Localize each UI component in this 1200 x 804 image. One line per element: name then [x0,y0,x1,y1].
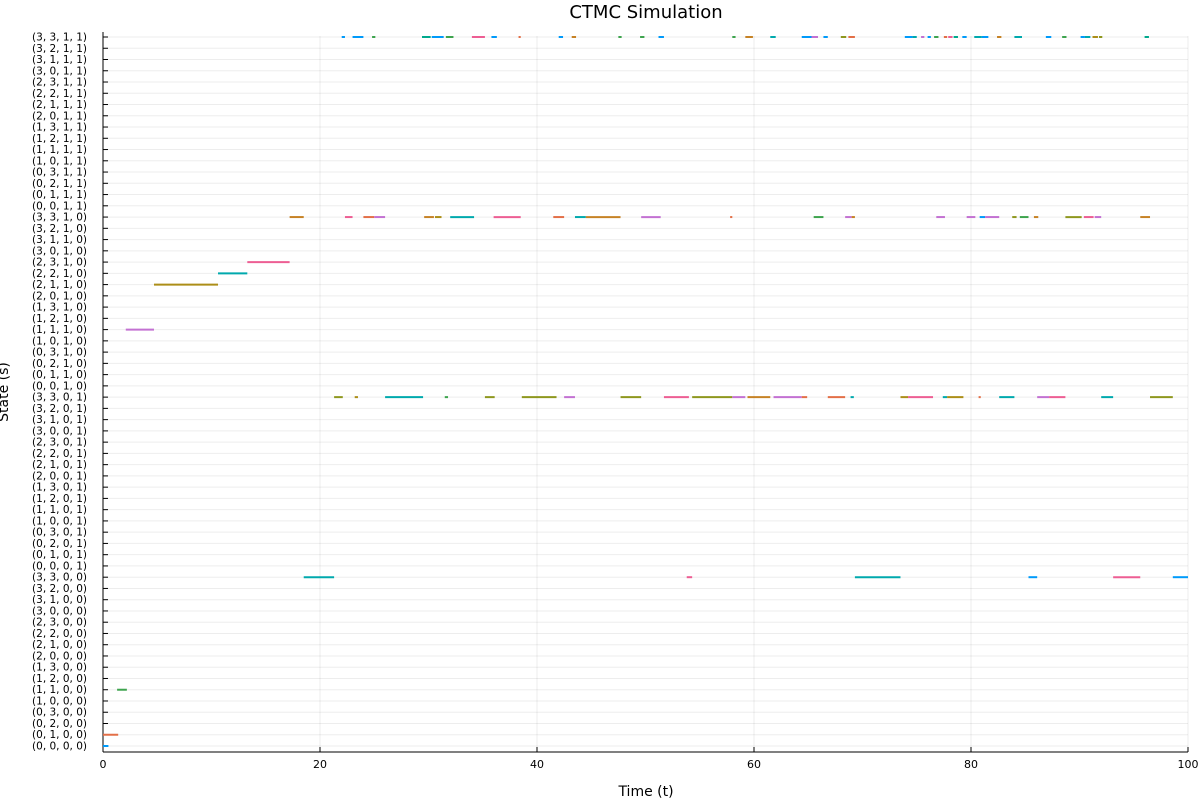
y-tick-label: (2, 3, 1, 1) [32,77,87,89]
y-tick-label: (0, 3, 0, 1) [32,527,87,539]
y-tick-label: (3, 3, 1, 1) [32,32,87,44]
y-tick-label: (1, 1, 1, 1) [32,144,87,156]
y-tick-label: (0, 0, 0, 1) [32,560,87,572]
y-tick-label: (1, 3, 1, 1) [32,122,87,134]
y-tick-label: (1, 2, 1, 1) [32,133,87,145]
y-tick-label: (1, 1, 1, 0) [32,324,87,336]
x-tick-label: 100 [1178,758,1199,771]
y-tick-label: (2, 1, 0, 1) [32,459,87,471]
y-tick-label: (0, 2, 1, 0) [32,358,87,370]
x-tick-label: 80 [964,758,978,771]
y-tick-label: (0, 1, 0, 1) [32,549,87,561]
axes [102,32,1189,753]
y-tick-label: (3, 1, 0, 1) [32,414,87,426]
state-segments [103,36,1188,747]
y-tick-label: (2, 1, 0, 0) [32,639,87,651]
y-tick-label: (1, 0, 0, 1) [32,515,87,527]
y-tick-label: (3, 0, 1, 0) [32,245,87,257]
y-tick-label: (2, 0, 1, 0) [32,290,87,302]
y-tick-label: (0, 0, 1, 1) [32,200,87,212]
y-tick-label: (3, 1, 1, 0) [32,234,87,246]
y-tick-label: (1, 0, 0, 0) [32,695,87,707]
x-axis-label: Time (t) [617,784,673,800]
y-tick-label: (0, 3, 1, 0) [32,347,87,359]
x-tick-label: 40 [530,758,544,771]
y-tick-label: (3, 2, 1, 0) [32,223,87,235]
x-tick-label: 20 [313,758,327,771]
y-tick-label: (2, 3, 1, 0) [32,257,87,269]
y-tick-label: (0, 2, 1, 1) [32,178,87,190]
y-tick-label: (2, 1, 1, 1) [32,99,87,111]
y-tick-label: (3, 2, 0, 1) [32,403,87,415]
y-tick-label: (0, 3, 0, 0) [32,707,87,719]
y-tick-label: (3, 2, 0, 0) [32,583,87,595]
y-tick-label: (3, 1, 1, 1) [32,54,87,66]
y-tick-label: (2, 3, 0, 1) [32,437,87,449]
y-tick-label: (0, 3, 1, 1) [32,167,87,179]
y-tick-label: (0, 2, 0, 0) [32,718,87,730]
y-tick-label: (1, 3, 0, 0) [32,662,87,674]
x-tick-labels: 0 20 40 60 80 100 [100,758,1199,771]
y-tick-label: (3, 0, 1, 1) [32,65,87,77]
y-tick-label: (0, 0, 0, 0) [32,741,87,753]
x-tick-label: 0 [100,758,107,771]
y-tick-label: (3, 3, 0, 0) [32,572,87,584]
y-tick-label: (1, 3, 0, 1) [32,482,87,494]
chart-title: CTMC Simulation [569,2,722,23]
y-axis-label: State (s) [0,362,12,422]
y-tick-label: (1, 1, 0, 1) [32,504,87,516]
y-tick-label: (3, 0, 0, 0) [32,605,87,617]
y-tick-label: (1, 2, 1, 0) [32,313,87,325]
y-tick-label: (2, 2, 1, 0) [32,268,87,280]
y-tick-label: (0, 0, 1, 0) [32,380,87,392]
y-tick-label: (1, 2, 0, 0) [32,673,87,685]
y-tick-label: (2, 3, 0, 0) [32,617,87,629]
y-tick-label: (2, 2, 0, 0) [32,628,87,640]
y-tick-label: (1, 0, 1, 1) [32,155,87,167]
y-tick-label: (1, 3, 1, 0) [32,302,87,314]
y-tick-label: (2, 0, 0, 0) [32,650,87,662]
y-tick-label: (0, 2, 0, 1) [32,538,87,550]
y-tick-label: (3, 3, 1, 0) [32,212,87,224]
y-tick-label: (1, 1, 0, 0) [32,684,87,696]
y-tick-label: (0, 1, 1, 1) [32,189,87,201]
y-tick-labels: (0, 0, 0, 0)(0, 1, 0, 0)(0, 2, 0, 0)(0, … [32,32,87,753]
y-tick-label: (0, 1, 0, 0) [32,729,87,741]
y-tick-label: (2, 1, 1, 0) [32,279,87,291]
y-tick-label: (3, 0, 0, 1) [32,425,87,437]
y-tick-label: (1, 2, 0, 1) [32,493,87,505]
y-tick-label: (2, 2, 1, 1) [32,88,87,100]
y-tick-label: (2, 0, 0, 1) [32,470,87,482]
y-tick-label: (2, 0, 1, 1) [32,110,87,122]
x-tick-label: 60 [747,758,761,771]
y-tick-label: (1, 0, 1, 0) [32,335,87,347]
y-tick-label: (3, 1, 0, 0) [32,594,87,606]
y-tick-label: (3, 3, 0, 1) [32,392,87,404]
y-tick-label: (0, 1, 1, 0) [32,369,87,381]
y-tick-label: (3, 2, 1, 1) [32,43,87,55]
y-tick-label: (2, 2, 0, 1) [32,448,87,460]
grid-lines [102,36,1189,752]
